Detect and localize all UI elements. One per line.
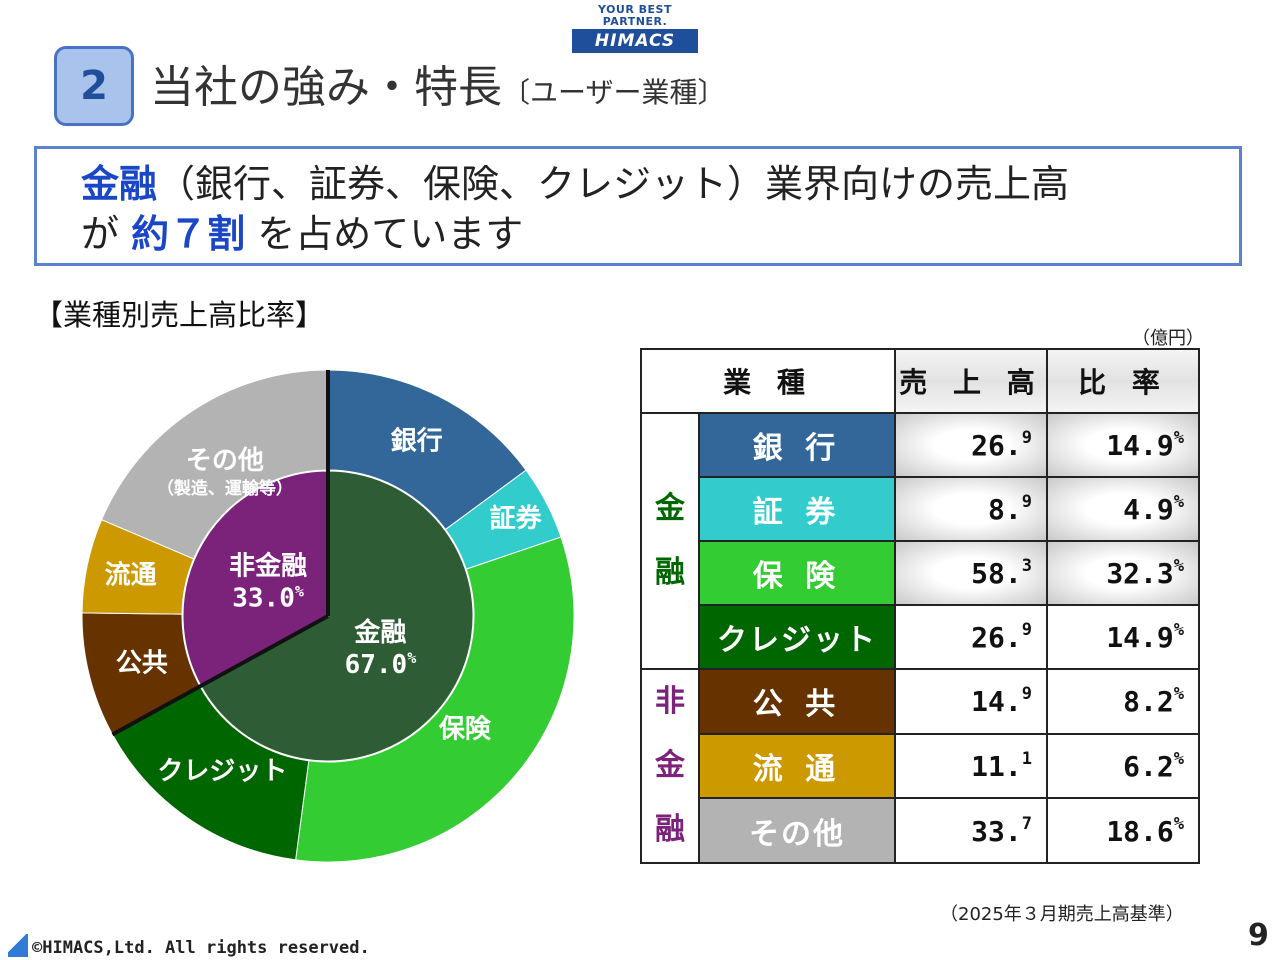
- headline-box: 金融（銀行、証券、保険、クレジット）業界向けの売上高 が 約７割 を占めています: [34, 146, 1242, 266]
- headline-line1-text: （銀行、証券、保険、クレジット）業界向けの売上高: [157, 162, 1070, 206]
- inner-slice-finance: [200, 470, 474, 762]
- industry-cell: 証 券: [698, 476, 896, 542]
- unit-note: （億円）: [1132, 328, 1204, 349]
- sales-cell: 11.1: [894, 732, 1048, 800]
- industry-cell: 流 通: [698, 732, 896, 800]
- slice-label-public: 公共: [116, 649, 168, 679]
- inner-percent-sign: %: [295, 583, 304, 601]
- slice-label-insurance: 保険: [438, 713, 492, 744]
- header-industry: 業 種: [640, 348, 896, 414]
- group-nonfinance-char: 融: [655, 812, 685, 847]
- headline-line-2: が 約７割 を占めています: [81, 209, 1239, 259]
- inner-label-nonfinance: 非金融: [229, 551, 307, 582]
- sales-cell: 8.9: [894, 476, 1048, 542]
- table-row: 金 融 銀 行 26.9 14.9%: [640, 412, 1200, 670]
- sales-cell: 14.9: [894, 668, 1048, 735]
- pie-slice-insurance: [295, 536, 575, 863]
- industry-cell: 公 共: [698, 668, 896, 735]
- table-row: 非 金 融 公 共 14.9 8.2%: [640, 668, 1200, 864]
- ratio-cell: 4.9%: [1046, 476, 1200, 542]
- logo-name: HIMACS: [572, 29, 698, 53]
- finance-boundary-line-bottom: [111, 614, 329, 737]
- sales-cell: 33.7: [894, 797, 1048, 864]
- group-nonfinance: 非 金 融: [640, 668, 700, 864]
- ship-logo-icon: [8, 934, 28, 957]
- headline-share-highlight: 約７割: [131, 212, 246, 256]
- logo-tagline: YOUR BEST PARTNER.: [598, 3, 672, 28]
- table-row: クレジット 26.9 14.9%: [641, 604, 1200, 670]
- headline-finance-highlight: 金融: [81, 162, 158, 206]
- slice-label-bank: 銀行: [391, 425, 443, 456]
- group-finance-char: 融: [655, 555, 685, 590]
- table-row: 証 券 8.9 4.9%: [641, 476, 1200, 542]
- basis-note: （2025年３月期売上高基準）: [940, 904, 1184, 925]
- group-finance: 金 融: [640, 412, 700, 670]
- table-header-row: 業 種 売 上 高 比 率: [640, 348, 1200, 414]
- ratio-cell: 6.2%: [1046, 732, 1200, 800]
- sales-table: 業 種 売 上 高 比 率 金 融 銀 行 26.9 14.9% 証 券 8.9…: [640, 348, 1200, 864]
- group-nonfinance-char: 金: [655, 748, 685, 783]
- headline-line2-prefix: が: [81, 212, 132, 256]
- pie-slice-other: [100, 369, 329, 560]
- header-ratio: 比 率: [1046, 348, 1200, 414]
- sales-cell: 26.9: [894, 412, 1048, 478]
- copyright-text: ©HIMACS,Ltd. All rights reserved.: [32, 938, 370, 958]
- headline-line-1: 金融（銀行、証券、保険、クレジット）業界向けの売上高: [81, 159, 1239, 209]
- page-number: 9: [1248, 918, 1269, 953]
- inner-slice-nonfinance: [182, 470, 329, 687]
- slice-label-credit: クレジット: [157, 756, 287, 786]
- ratio-cell: 18.6%: [1046, 797, 1200, 864]
- inner-percent-sign: %: [407, 649, 416, 667]
- ratio-cell: 14.9%: [1046, 412, 1200, 478]
- company-logo: YOUR BEST PARTNER. HIMACS: [572, 4, 698, 53]
- sales-cell: 26.9: [894, 604, 1048, 670]
- inner-value-nonfinance: 33.0%: [232, 583, 304, 614]
- inner-label-finance: 金融: [353, 617, 406, 648]
- footer-copyright: ©HIMACS,Ltd. All rights reserved.: [8, 934, 370, 958]
- page-title-main: 当社の強み・特長: [150, 62, 502, 113]
- table-row: その他 33.7 18.6%: [641, 797, 1200, 864]
- group-finance-char: 金: [655, 491, 685, 526]
- ratio-cell: 14.9%: [1046, 604, 1200, 670]
- header-sales: 売 上 高: [894, 348, 1048, 414]
- ratio-cell: 8.2%: [1046, 668, 1200, 735]
- industry-cell: その他: [698, 797, 896, 864]
- inner-value-finance: 67.0%: [345, 649, 417, 680]
- slice-label-distribution: 流通: [105, 560, 157, 590]
- slice-label-securities: 証券: [490, 503, 543, 534]
- slice-label-other: その他: [186, 446, 264, 476]
- page-title: 当社の強み・特長〔ユーザー業種〕: [150, 60, 725, 121]
- industry-cell: 銀 行: [698, 412, 896, 478]
- table-row: 保 険 58.3 32.3%: [641, 540, 1200, 606]
- table-row: 流 通 11.1 6.2%: [641, 732, 1200, 800]
- section-number-badge: 2: [54, 46, 134, 126]
- slice-sublabel-other: （製造、運輸等）: [157, 478, 293, 499]
- ratio-cell: 32.3%: [1046, 540, 1200, 606]
- headline-line2-suffix: を占めています: [245, 212, 524, 256]
- section-label: 【業種別売上高比率】: [34, 298, 325, 332]
- industry-cell: 保 険: [698, 540, 896, 606]
- group-nonfinance-char: 非: [655, 684, 685, 719]
- page-title-sub: 〔ユーザー業種〕: [502, 76, 726, 109]
- industry-cell: クレジット: [698, 604, 896, 670]
- sales-cell: 58.3: [894, 540, 1048, 606]
